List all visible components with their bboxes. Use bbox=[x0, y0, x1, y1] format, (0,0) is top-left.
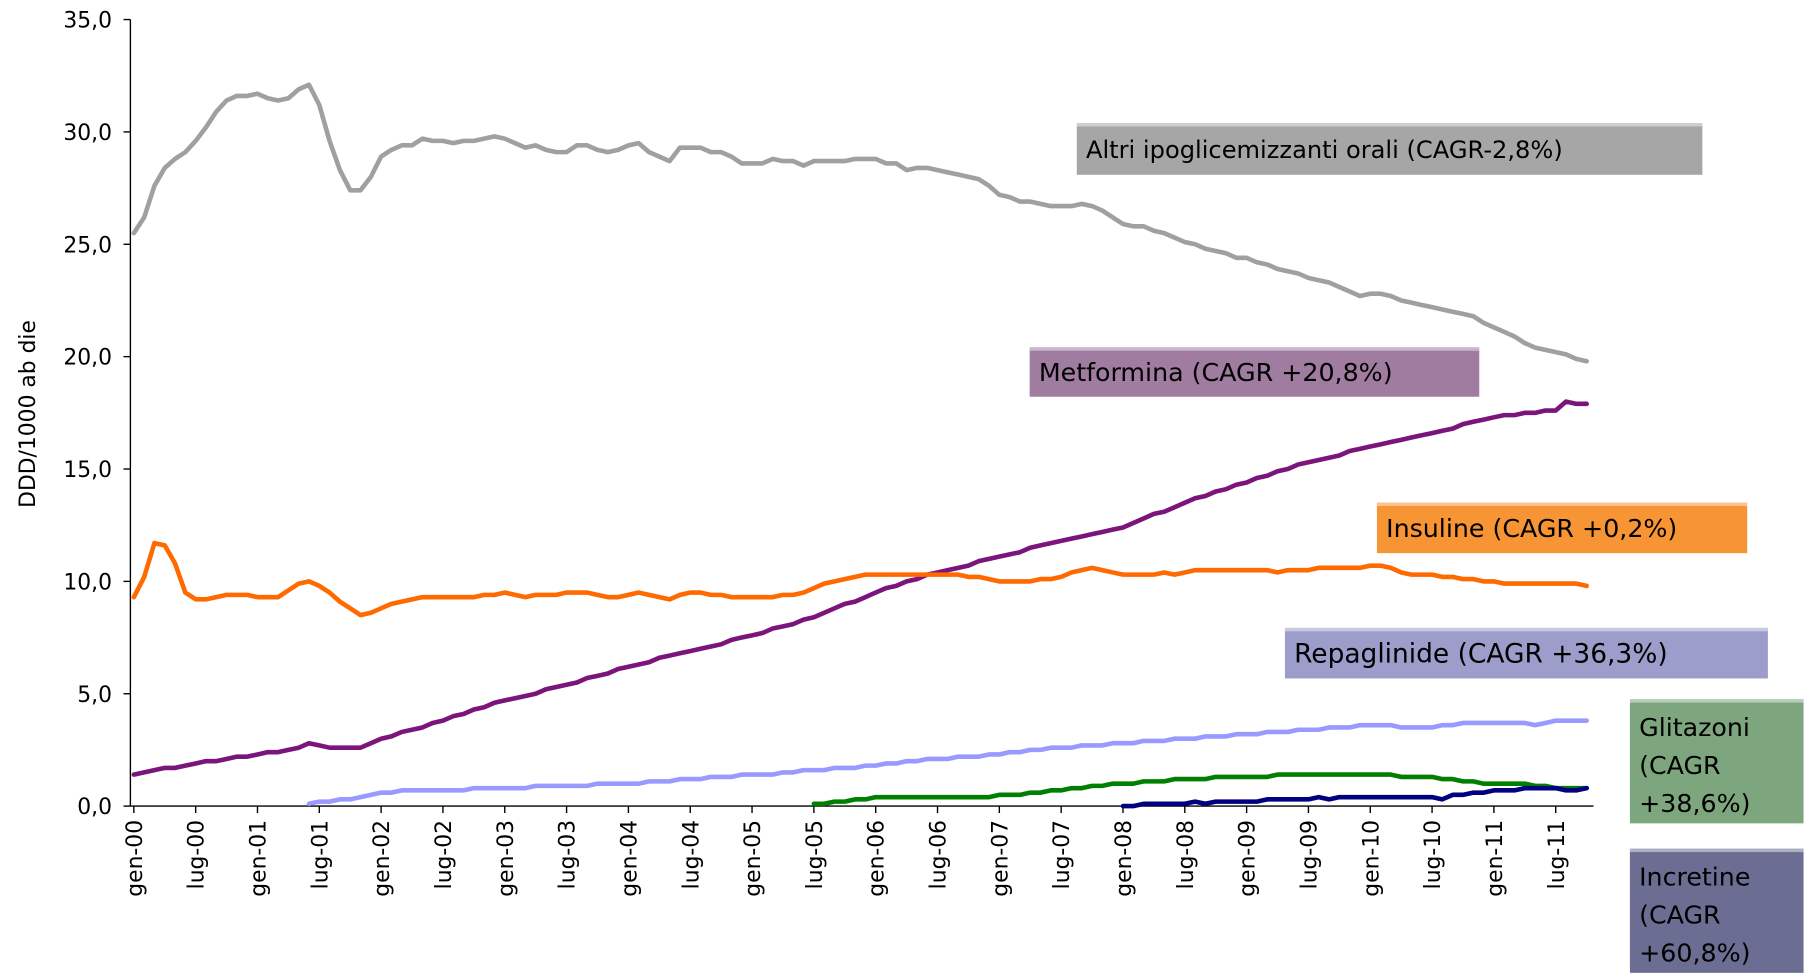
series-label: Repaglinide (CAGR +36,3%) bbox=[1294, 638, 1668, 669]
x-tick-label: lug-07 bbox=[1050, 820, 1075, 889]
series-label-box-edge bbox=[1629, 848, 1804, 853]
series-label-box-edge bbox=[1376, 502, 1748, 506]
series-label-box bbox=[1029, 347, 1480, 397]
series-label-box-edge bbox=[1284, 627, 1768, 632]
x-tick-label: gen-04 bbox=[617, 820, 642, 897]
x-tick-label: lug-00 bbox=[185, 820, 210, 889]
x-tick-label: lug-09 bbox=[1297, 820, 1322, 889]
x-tick-label: lug-01 bbox=[308, 820, 333, 889]
y-tick-label: 25,0 bbox=[63, 233, 112, 258]
series-label: Altri ipoglicemizzanti orali (CAGR-2,8%) bbox=[1086, 136, 1563, 164]
y-tick-label: 35,0 bbox=[63, 9, 112, 34]
series-label-line: (CAGR bbox=[1639, 751, 1721, 780]
series-label-line: +38,6%) bbox=[1639, 789, 1750, 818]
x-tick-label: lug-08 bbox=[1174, 820, 1199, 889]
series-label-line: +60,8%) bbox=[1639, 938, 1750, 967]
x-tick-label: lug-02 bbox=[432, 820, 457, 889]
series-label-line: (CAGR bbox=[1639, 900, 1721, 929]
x-tick-label: gen-08 bbox=[1112, 820, 1137, 897]
series-line bbox=[1120, 785, 1589, 809]
x-tick-label: gen-02 bbox=[370, 820, 395, 897]
x-tick-label: lug-04 bbox=[679, 820, 704, 889]
y-tick-label: 5,0 bbox=[77, 683, 112, 708]
series-label-line: Glitazoni bbox=[1639, 713, 1750, 742]
series-line bbox=[306, 718, 1589, 807]
series-label: Insuline (CAGR +0,2%) bbox=[1386, 514, 1677, 543]
x-tick-label: gen-03 bbox=[494, 820, 519, 897]
x-tick-label: gen-09 bbox=[1236, 820, 1261, 897]
series-label: Metformina (CAGR +20,8%) bbox=[1039, 358, 1393, 387]
x-tick-label: gen-05 bbox=[741, 820, 766, 897]
series-label-box-edge bbox=[1029, 347, 1480, 351]
series-label: Glitazoni (CAGR +38,6%) bbox=[1639, 713, 1750, 818]
x-tick-label: lug-06 bbox=[927, 820, 952, 889]
y-tick-label: 30,0 bbox=[63, 121, 112, 146]
series-label: Incretine (CAGR +60,8%) bbox=[1639, 862, 1750, 967]
series-label-line: Incretine bbox=[1639, 862, 1750, 891]
series-label-box-edge bbox=[1076, 123, 1703, 127]
y-tick-label: 15,0 bbox=[63, 458, 112, 483]
series-line bbox=[131, 82, 1589, 364]
series-line bbox=[811, 772, 1589, 807]
x-tick-label: lug-05 bbox=[803, 820, 828, 889]
y-tick-label: 10,0 bbox=[63, 570, 112, 595]
y-axis-label: DDD/1000 ab die bbox=[16, 320, 41, 508]
series-label-box bbox=[1284, 627, 1768, 679]
x-tick-label: lug-10 bbox=[1421, 820, 1446, 889]
series-label-box bbox=[1629, 699, 1804, 824]
series-line bbox=[131, 399, 1589, 777]
series-label-box bbox=[1076, 123, 1703, 175]
x-tick-label: gen-10 bbox=[1359, 820, 1384, 897]
x-tick-label: gen-00 bbox=[123, 820, 148, 897]
series-label-box bbox=[1629, 848, 1804, 973]
x-tick-label: gen-07 bbox=[988, 820, 1013, 897]
x-tick-label: gen-11 bbox=[1483, 820, 1508, 897]
x-tick-label: lug-11 bbox=[1545, 820, 1570, 889]
series-line bbox=[131, 540, 1589, 618]
series-label-box bbox=[1376, 502, 1748, 554]
x-tick-label: gen-01 bbox=[247, 820, 272, 897]
y-tick-label: 0,0 bbox=[77, 795, 112, 820]
series-label-box-edge bbox=[1629, 699, 1804, 703]
y-tick-label: 20,0 bbox=[63, 346, 112, 371]
x-tick-label: gen-06 bbox=[865, 820, 890, 897]
x-tick-label: lug-03 bbox=[556, 820, 581, 889]
